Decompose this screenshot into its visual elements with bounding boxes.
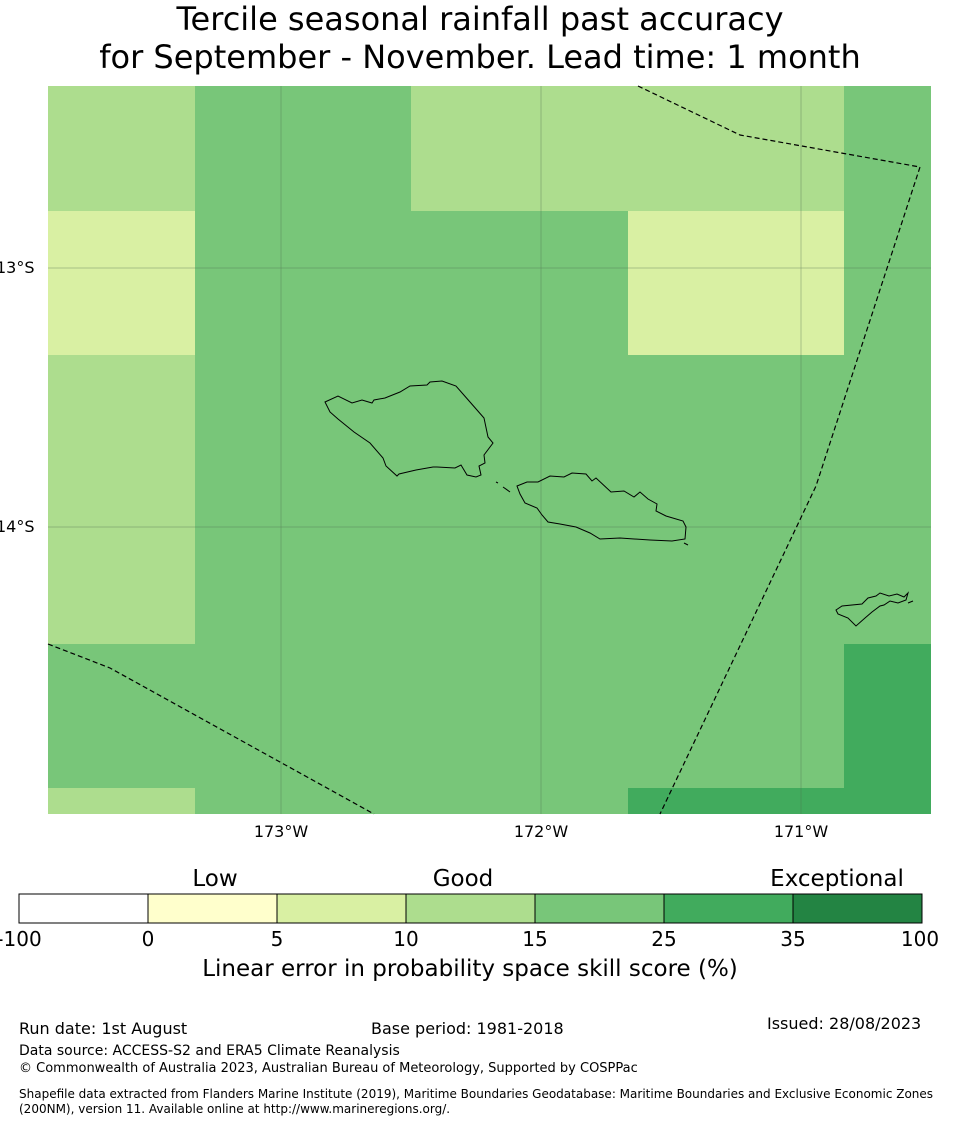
colorbar-tick: 100 (900, 927, 940, 951)
issued-date: Issued: 28/08/2023 (767, 1014, 922, 1033)
grid-cell (628, 788, 844, 814)
upolu-island (516, 472, 687, 542)
category-low: Low (192, 866, 238, 892)
lon-label-173w: 173°W (253, 822, 309, 841)
colorbar-title: Linear error in probability space skill … (202, 956, 738, 982)
grid-cell (48, 355, 195, 644)
category-good: Good (432, 866, 494, 892)
grid-cell (48, 788, 195, 814)
lat-label-14s: 14°S (0, 517, 35, 536)
colorbar-tick: 15 (522, 927, 548, 951)
eez-boundary (47, 85, 921, 815)
lon-label-171w: 171°W (773, 822, 829, 841)
colorbar-tick: 35 (780, 927, 806, 951)
colorbar-swatch (663, 893, 794, 924)
small-islet (495, 481, 499, 484)
grid-cell (844, 644, 931, 814)
colorbar-tick: 25 (651, 927, 677, 951)
lat-label-13s: 13°S (0, 258, 35, 277)
shapefile-credit-line-2: (200NM), version 11. Available online at… (19, 1102, 451, 1116)
colorbar-tick: 0 (141, 927, 155, 951)
lon-label-172w: 172°W (513, 822, 569, 841)
colorbar-swatch (534, 893, 665, 924)
small-islet (907, 600, 914, 604)
run-date: Run date: 1st August (19, 1019, 188, 1038)
colorbar-tick: 5 (270, 927, 284, 951)
title-line-2: for September - November. Lead time: 1 m… (99, 38, 861, 76)
copyright: © Commonwealth of Australia 2023, Austra… (19, 1061, 638, 1076)
colorbar-swatch (18, 893, 149, 924)
grid-cell (411, 86, 844, 211)
colorbar-tick: 10 (393, 927, 419, 951)
colorbar-swatch (405, 893, 536, 924)
grid-cell (48, 86, 195, 211)
gridlines (48, 86, 931, 814)
eez-boundary-south (47, 643, 375, 815)
grid-cell (48, 211, 195, 355)
colorbar (18, 893, 923, 924)
skill-grid (48, 86, 931, 814)
colorbar-swatch (276, 893, 407, 924)
eez-boundary-north (637, 85, 921, 815)
title-line-1: Tercile seasonal rainfall past accuracy (176, 0, 784, 38)
colorbar-tick: -100 (0, 927, 42, 951)
small-islet (683, 542, 689, 546)
data-source: Data source: ACCESS-S2 and ERA5 Climate … (19, 1043, 400, 1059)
coastlines (324, 380, 914, 627)
colorbar-swatch (147, 893, 278, 924)
manono-island (502, 486, 511, 493)
base-period: Base period: 1981-2018 (371, 1019, 564, 1038)
grid-cell (628, 211, 844, 355)
category-exceptional: Exceptional (770, 866, 904, 892)
savaii-island (324, 380, 494, 478)
tutuila-island (835, 591, 910, 627)
colorbar-swatch (792, 893, 923, 924)
shapefile-credit-line-1: Shapefile data extracted from Flanders M… (19, 1087, 934, 1101)
